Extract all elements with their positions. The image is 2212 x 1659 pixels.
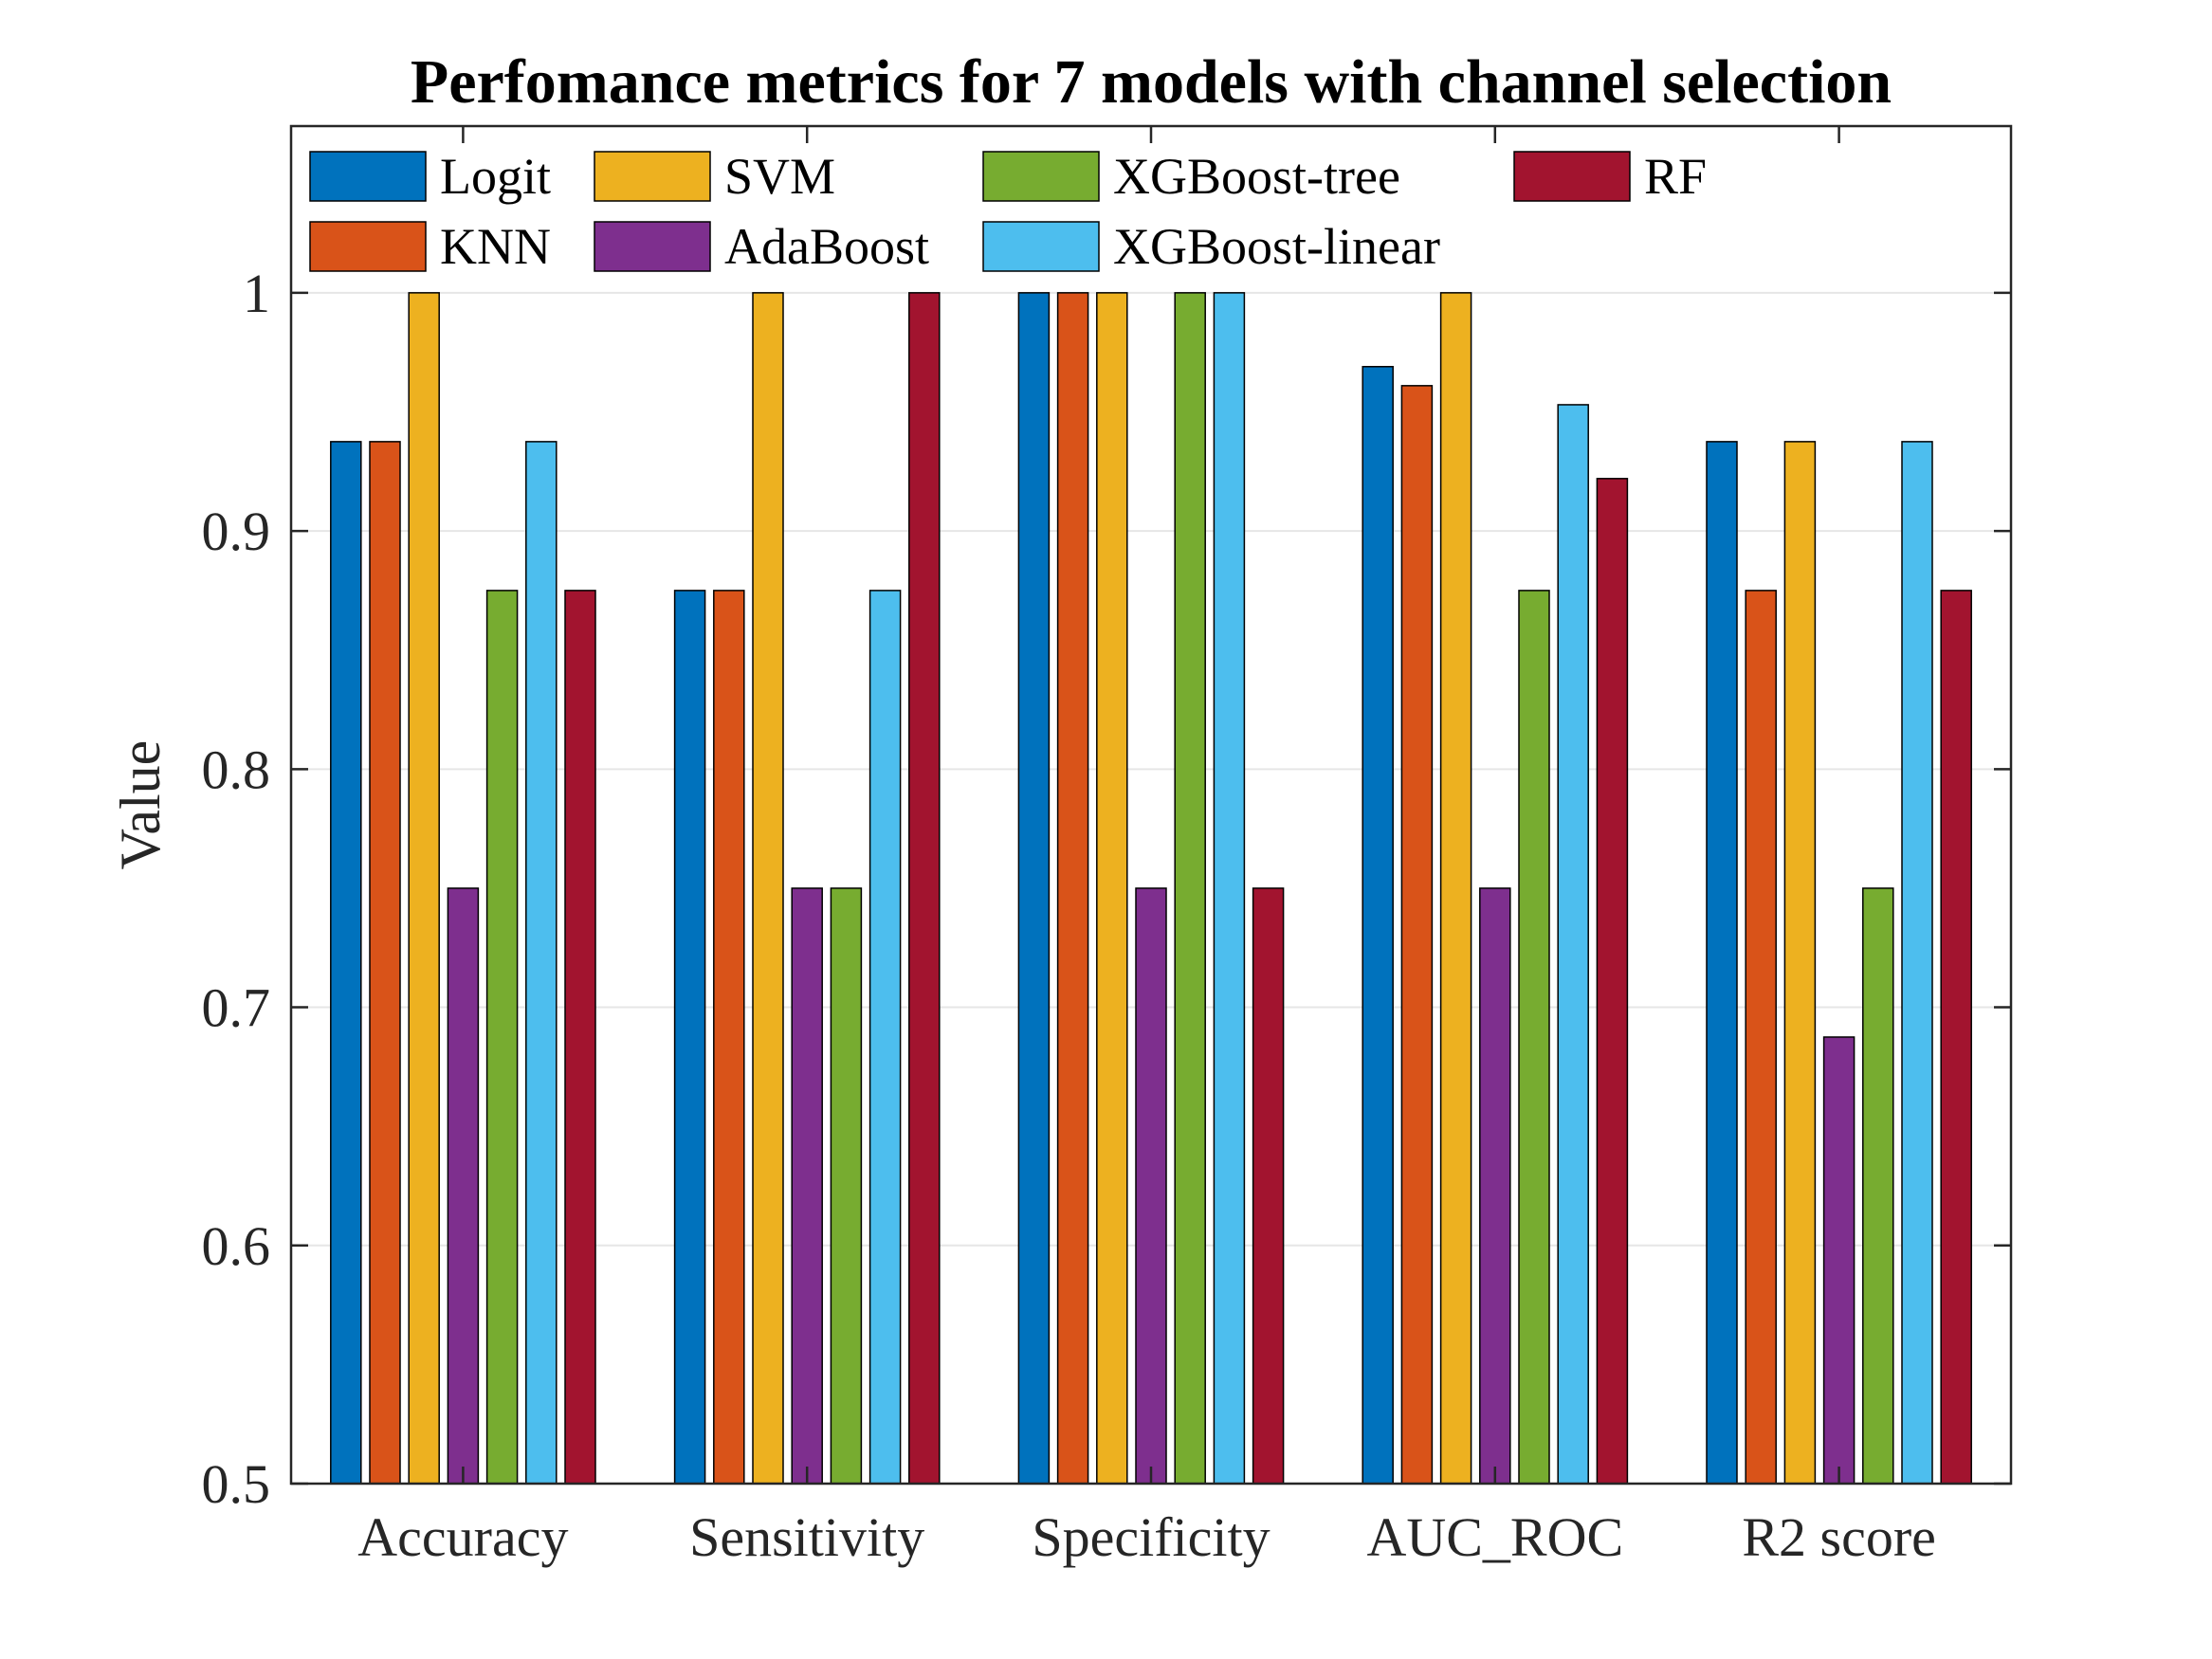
bar-xgboost-linear-auc-roc — [1557, 404, 1589, 1485]
legend-label: SVM — [724, 148, 835, 205]
y-tick-label: 1 — [243, 263, 270, 324]
bar-rf-r2-score — [1940, 590, 1972, 1485]
legend-label: RF — [1644, 148, 1707, 205]
x-tick-label: Sensitivity — [689, 1506, 924, 1568]
legend-swatch — [982, 151, 1100, 202]
bar-adaboost-r2-score — [1822, 1036, 1856, 1485]
bar-knn-auc-roc — [1400, 385, 1434, 1485]
legend-swatch — [1513, 151, 1631, 202]
x-tick-label: Specificity — [1032, 1506, 1270, 1568]
legend: Logit KNN SVM AdaBoost XGBoost-tree XGBoost-l… — [309, 148, 1707, 275]
ticks: 0.5 0.6 0.7 0.8 0.9 1 Accuracy Sensitivity Speci… — [202, 126, 2011, 1568]
bar-adaboost-sensitivity — [791, 887, 823, 1485]
y-tick-label: 0.8 — [202, 738, 271, 800]
bars — [330, 292, 1972, 1485]
bar-knn-specificity — [1056, 292, 1089, 1485]
bar-xgboost-linear-r2-score — [1901, 441, 1933, 1485]
legend-swatch — [309, 221, 427, 272]
bar-svm-auc-roc — [1439, 292, 1472, 1485]
bar-knn-sensitivity — [713, 590, 745, 1485]
y-tick-label: 0.6 — [202, 1215, 271, 1277]
bar-xgboost-tree-specificity — [1174, 292, 1206, 1485]
bar-svm-accuracy — [408, 292, 440, 1485]
y-tick-label: 0.5 — [202, 1453, 271, 1515]
bar-knn-accuracy — [369, 441, 401, 1485]
bar-logit-specificity — [1017, 292, 1051, 1485]
x-tick-label: AUC_ROC — [1366, 1506, 1623, 1568]
bar-logit-sensitivity — [673, 590, 706, 1485]
bar-xgboost-linear-specificity — [1213, 292, 1246, 1485]
bar-knn-r2-score — [1745, 590, 1777, 1485]
bar-rf-specificity — [1252, 887, 1285, 1485]
bar-svm-sensitivity — [752, 292, 784, 1485]
legend-label: XGBoost-linear — [1113, 218, 1440, 275]
bar-xgboost-linear-accuracy — [525, 441, 558, 1485]
legend-swatch — [309, 151, 427, 202]
legend-swatch — [594, 151, 711, 202]
legend-swatch — [982, 221, 1100, 272]
bar-rf-accuracy — [564, 590, 596, 1485]
legend-label: XGBoost-tree — [1113, 148, 1400, 205]
bar-xgboost-tree-sensitivity — [830, 887, 863, 1485]
bar-logit-r2-score — [1706, 441, 1738, 1485]
bar-svm-r2-score — [1783, 441, 1817, 1485]
legend-label: KNN — [440, 218, 551, 275]
bar-logit-auc-roc — [1362, 365, 1394, 1485]
bar-adaboost-accuracy — [447, 887, 480, 1485]
bar-rf-auc-roc — [1596, 478, 1629, 1485]
bar-xgboost-linear-sensitivity — [868, 590, 902, 1485]
bar-xgboost-tree-accuracy — [485, 590, 519, 1485]
chart-title: Perfomance metrics for 7 models with cha… — [411, 47, 1892, 117]
y-tick-label: 0.7 — [202, 977, 271, 1039]
bar-adaboost-auc-roc — [1479, 887, 1511, 1485]
legend-label: Logit — [440, 148, 551, 205]
y-tick-label: 0.9 — [202, 501, 271, 562]
bar-svm-specificity — [1096, 292, 1128, 1485]
legend-label: AdaBoost — [724, 218, 929, 275]
x-tick-label: R2 score — [1742, 1506, 1936, 1568]
bar-rf-sensitivity — [908, 292, 941, 1485]
bar-xgboost-tree-r2-score — [1862, 887, 1894, 1485]
y-axis-label: Value — [109, 740, 172, 870]
bar-logit-accuracy — [330, 441, 362, 1485]
bar-adaboost-specificity — [1135, 887, 1167, 1485]
legend-swatch — [594, 221, 711, 272]
x-tick-label: Accuracy — [357, 1506, 568, 1568]
bar-xgboost-tree-auc-roc — [1518, 590, 1550, 1485]
